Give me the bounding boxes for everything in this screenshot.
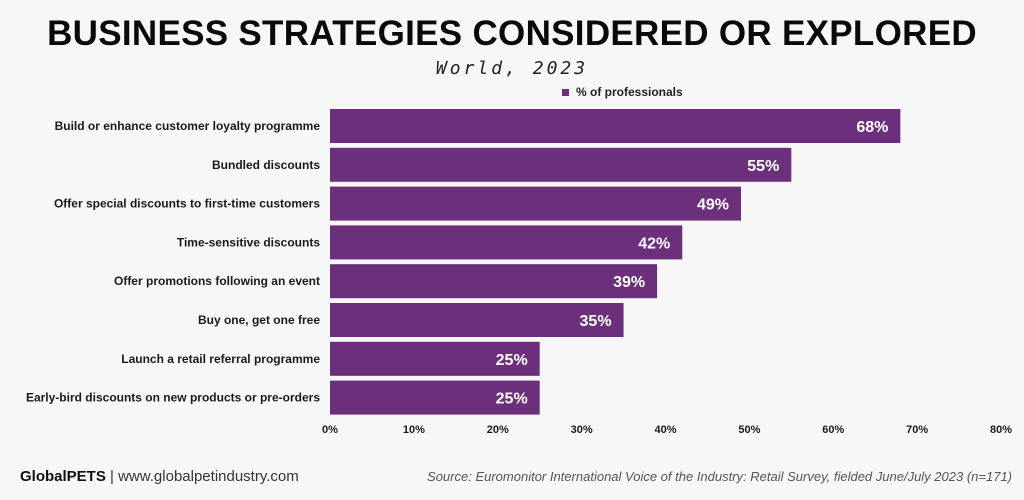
bar-chart: Build or enhance customer loyalty progra… xyxy=(26,109,1012,436)
legend: % of professionals xyxy=(562,85,683,99)
category-label: Time-sensitive discounts xyxy=(177,235,320,249)
value-label: 35% xyxy=(580,313,612,330)
x-tick-label: 60% xyxy=(822,424,844,436)
footer-credit: GlobalPETS | www.globalpetindustry.com xyxy=(20,468,299,485)
value-label: 49% xyxy=(697,197,729,214)
footer-source: Source: Euromonitor International Voice … xyxy=(427,469,1012,484)
footer-separator: | xyxy=(105,468,119,485)
category-label: Early-bird discounts on new products or … xyxy=(26,391,320,405)
legend-label: % of professionals xyxy=(576,85,683,99)
bar-1 xyxy=(330,109,901,143)
footer-brand: GlobalPETS xyxy=(20,468,106,485)
legend-swatch xyxy=(562,88,569,96)
x-tick-label: 80% xyxy=(990,424,1012,436)
x-tick-label: 20% xyxy=(487,424,509,436)
bar-7 xyxy=(330,341,540,376)
value-label: 25% xyxy=(496,391,528,408)
category-label: Buy one, get one free xyxy=(198,313,320,327)
x-tick-label: 50% xyxy=(738,424,760,436)
bar-4 xyxy=(330,225,683,260)
category-label: Offer special discounts to first-time cu… xyxy=(54,197,320,211)
category-label: Offer promotions following an event xyxy=(114,274,320,288)
footer-url[interactable]: www.globalpetindustry.com xyxy=(118,468,299,485)
bar-2 xyxy=(330,147,792,182)
category-label: Bundled discounts xyxy=(212,158,320,172)
x-tick-label: 10% xyxy=(403,424,425,436)
bar-3 xyxy=(330,186,741,221)
value-label: 25% xyxy=(496,352,528,369)
x-tick-label: 70% xyxy=(906,424,928,436)
bar-5 xyxy=(330,264,658,299)
x-tick-label: 40% xyxy=(654,424,676,436)
value-label: 55% xyxy=(747,158,779,175)
value-label: 39% xyxy=(613,274,645,291)
x-tick-label: 0% xyxy=(322,424,338,436)
bar-8 xyxy=(330,380,540,415)
x-tick-label: 30% xyxy=(571,424,593,436)
category-label: Build or enhance customer loyalty progra… xyxy=(55,119,321,133)
category-label: Launch a retail referral programme xyxy=(121,352,320,366)
bar-6 xyxy=(330,303,624,337)
value-label: 68% xyxy=(856,119,888,136)
chart-title: BUSINESS STRATEGIES CONSIDERED OR EXPLOR… xyxy=(47,14,977,53)
value-label: 42% xyxy=(638,235,670,252)
chart-subtitle: World, 2023 xyxy=(435,58,589,79)
